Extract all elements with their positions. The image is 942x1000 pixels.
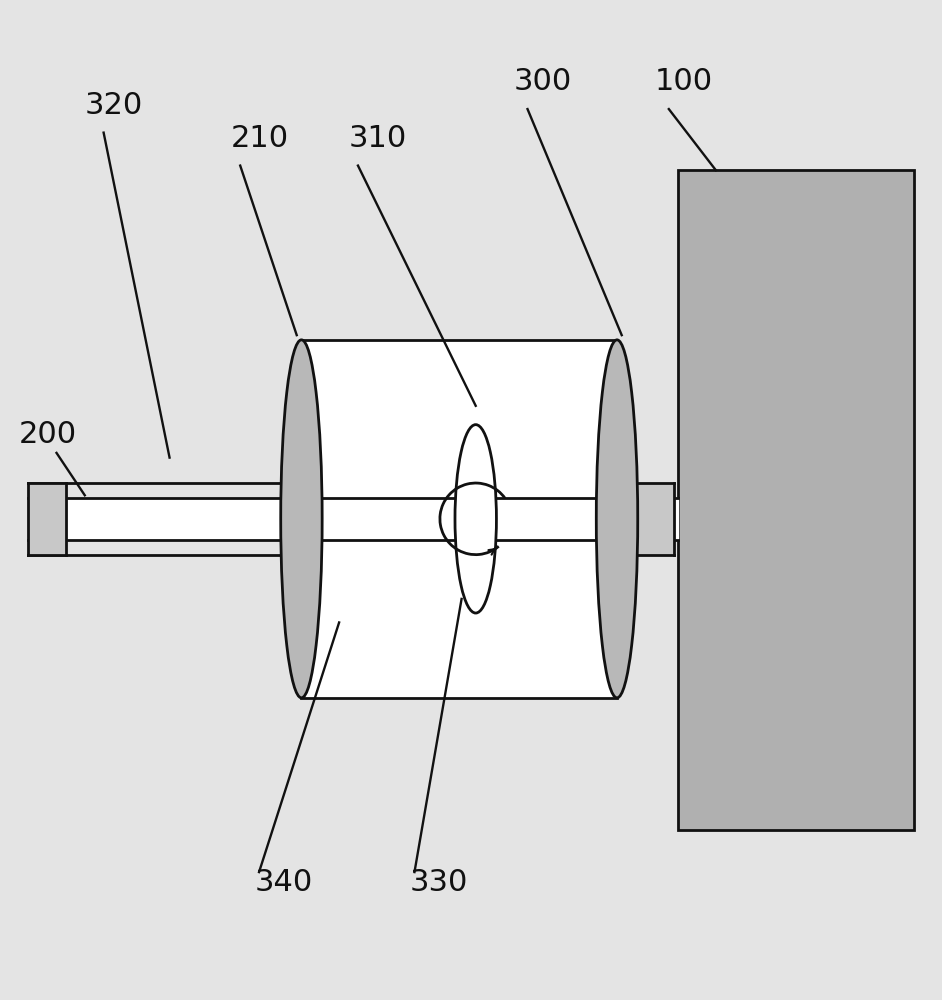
- Text: 320: 320: [85, 91, 143, 120]
- Text: 330: 330: [410, 868, 468, 897]
- Text: 340: 340: [254, 868, 313, 897]
- Ellipse shape: [596, 340, 638, 698]
- Ellipse shape: [281, 340, 322, 698]
- Ellipse shape: [455, 425, 496, 613]
- Text: 300: 300: [513, 67, 572, 96]
- Text: 210: 210: [231, 124, 289, 153]
- Text: 100: 100: [655, 67, 713, 96]
- Text: 310: 310: [349, 124, 407, 153]
- Text: 200: 200: [19, 420, 77, 449]
- Bar: [678, 170, 914, 830]
